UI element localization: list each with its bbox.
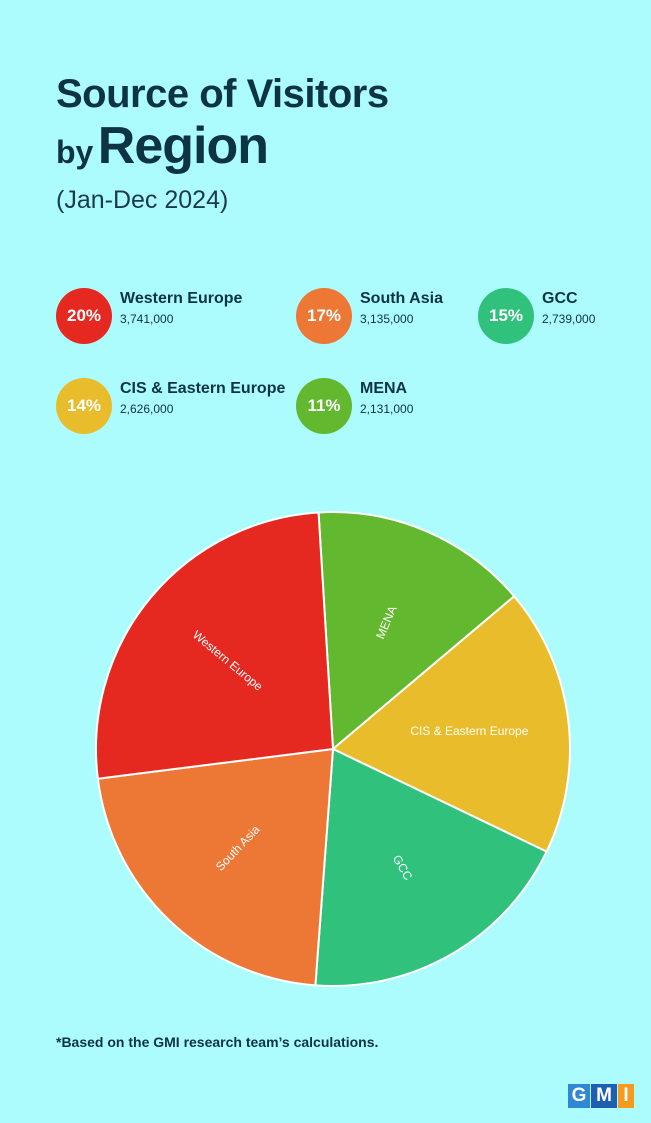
pie-slice-gcc — [314, 748, 548, 987]
chart-subtitle: (Jan-Dec 2024) — [56, 186, 229, 214]
legend-value: 3,741,000 — [120, 312, 174, 326]
title-main: Region — [97, 117, 269, 175]
title-prefix: by — [56, 134, 94, 170]
legend-name: Western Europe — [120, 290, 243, 307]
pie-slice-cis-and-eastern-europe — [332, 595, 571, 853]
logo-letter-g: G — [568, 1084, 590, 1108]
pie-slice-western-europe — [95, 511, 334, 780]
logo-letter-m: M — [591, 1084, 617, 1108]
pie-label-cis-and-eastern-europe: CIS & Eastern Europe — [410, 724, 528, 738]
legend-value: 2,131,000 — [360, 402, 414, 416]
legend-value: 2,739,000 — [542, 312, 596, 326]
legend-value: 2,626,000 — [120, 402, 174, 416]
legend-name: South Asia — [360, 290, 443, 307]
legend-percent-badge: 11% — [296, 378, 352, 434]
legend-value: 3,135,000 — [360, 312, 414, 326]
legend-percent-badge: 15% — [478, 288, 534, 344]
legend-percent-badge: 17% — [296, 288, 352, 344]
gmi-logo: G M I — [568, 1084, 634, 1108]
chart-title: Source of Visitors — [56, 72, 389, 116]
legend-name: CIS & Eastern Europe — [120, 380, 286, 397]
pie-slice-mena — [317, 511, 516, 750]
legend-percent-badge: 14% — [56, 378, 112, 434]
chart-title-line2: by Region — [56, 116, 269, 189]
legend-percent-badge: 20% — [56, 288, 112, 344]
footnote: *Based on the GMI research team’s calcul… — [56, 1034, 379, 1050]
legend-name: GCC — [542, 290, 578, 307]
pie-slice-south-asia — [96, 748, 334, 987]
legend-name: MENA — [360, 380, 408, 397]
logo-letter-i: I — [618, 1084, 634, 1108]
